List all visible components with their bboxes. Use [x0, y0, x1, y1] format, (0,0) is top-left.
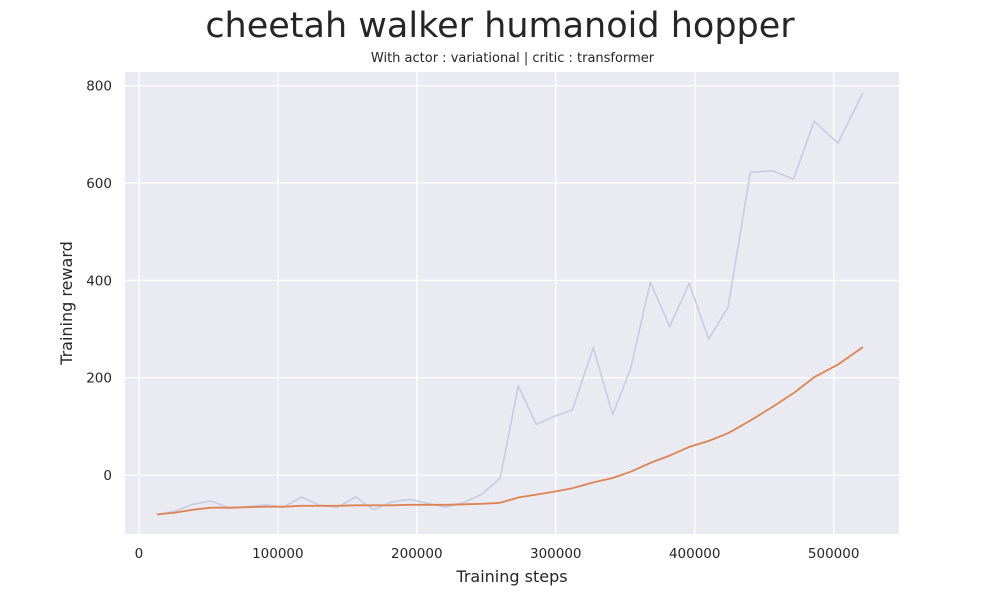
x-tick-label: 200000	[391, 546, 443, 562]
x-tick-label: 300000	[530, 546, 582, 562]
y-tick-label: 800	[86, 79, 112, 95]
raw-reward-line	[156, 92, 864, 516]
x-tick-label: 100000	[252, 546, 304, 562]
y-tick-label: 600	[86, 176, 112, 192]
y-axis-label: Training reward	[57, 241, 76, 366]
chart-subtitle: With actor : variational | critic : tran…	[370, 51, 655, 66]
grid-lines	[125, 72, 899, 534]
smoothed-reward-line	[156, 346, 864, 516]
y-tick-label: 200	[86, 371, 112, 387]
x-tick-label: 500000	[808, 546, 860, 562]
x-tick-labels: 0 100000 200000 300000 400000 500000	[135, 546, 860, 562]
x-tick-label: 0	[135, 546, 144, 562]
x-axis-label: Training steps	[455, 567, 567, 586]
chart-title: cheetah walker humanoid hopper	[205, 6, 795, 46]
plot-area	[125, 72, 899, 534]
y-tick-label: 400	[86, 273, 112, 289]
y-tick-label: 0	[103, 468, 112, 484]
y-tick-labels: 0 200 400 600 800	[86, 79, 112, 484]
x-tick-label: 400000	[669, 546, 721, 562]
series-lines	[156, 92, 864, 516]
